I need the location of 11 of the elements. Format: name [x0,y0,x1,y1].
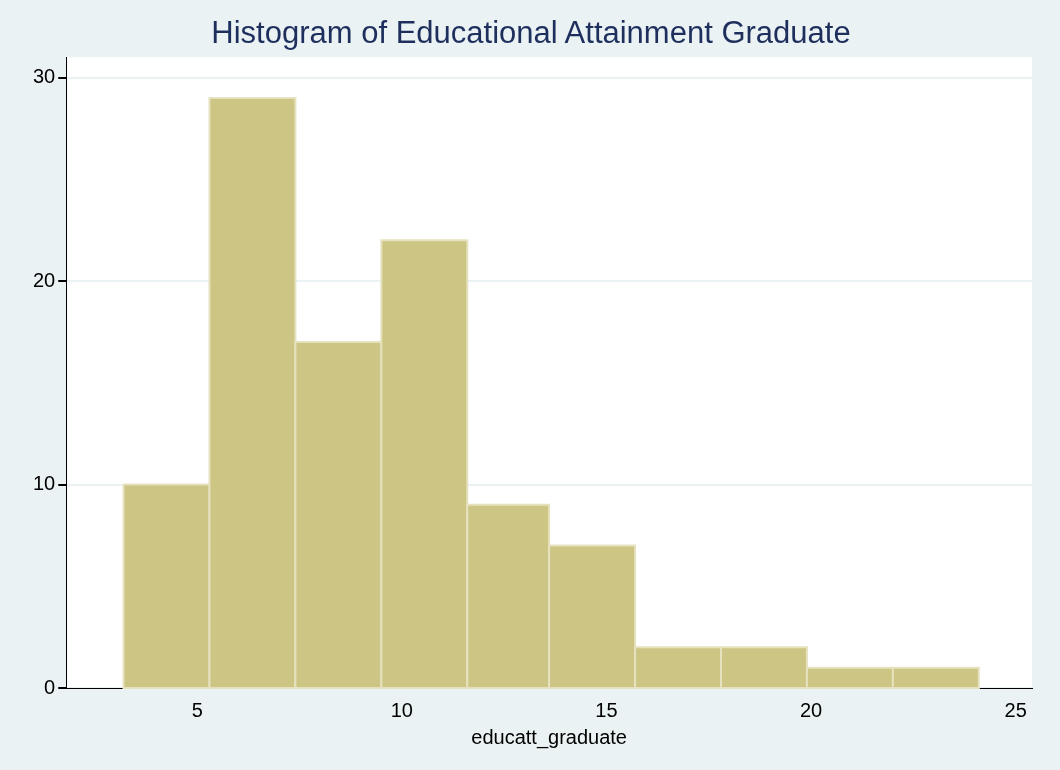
chart-title: Histogram of Educational Attainment Graduate [211,15,851,51]
y-tick-label: 30 [33,65,56,88]
x-tick-label: 20 [799,698,823,721]
y-tick-label: 0 [44,675,56,698]
y-tick-label: 20 [33,268,56,291]
y-tick-label: 10 [33,472,56,495]
x-tick-label: 15 [595,698,618,721]
x-tick-label: 10 [390,698,413,721]
x-axis-title: educatt_graduate [471,725,627,749]
x-tick-label: 5 [191,698,203,721]
x-tick-label: 25 [1004,698,1027,721]
